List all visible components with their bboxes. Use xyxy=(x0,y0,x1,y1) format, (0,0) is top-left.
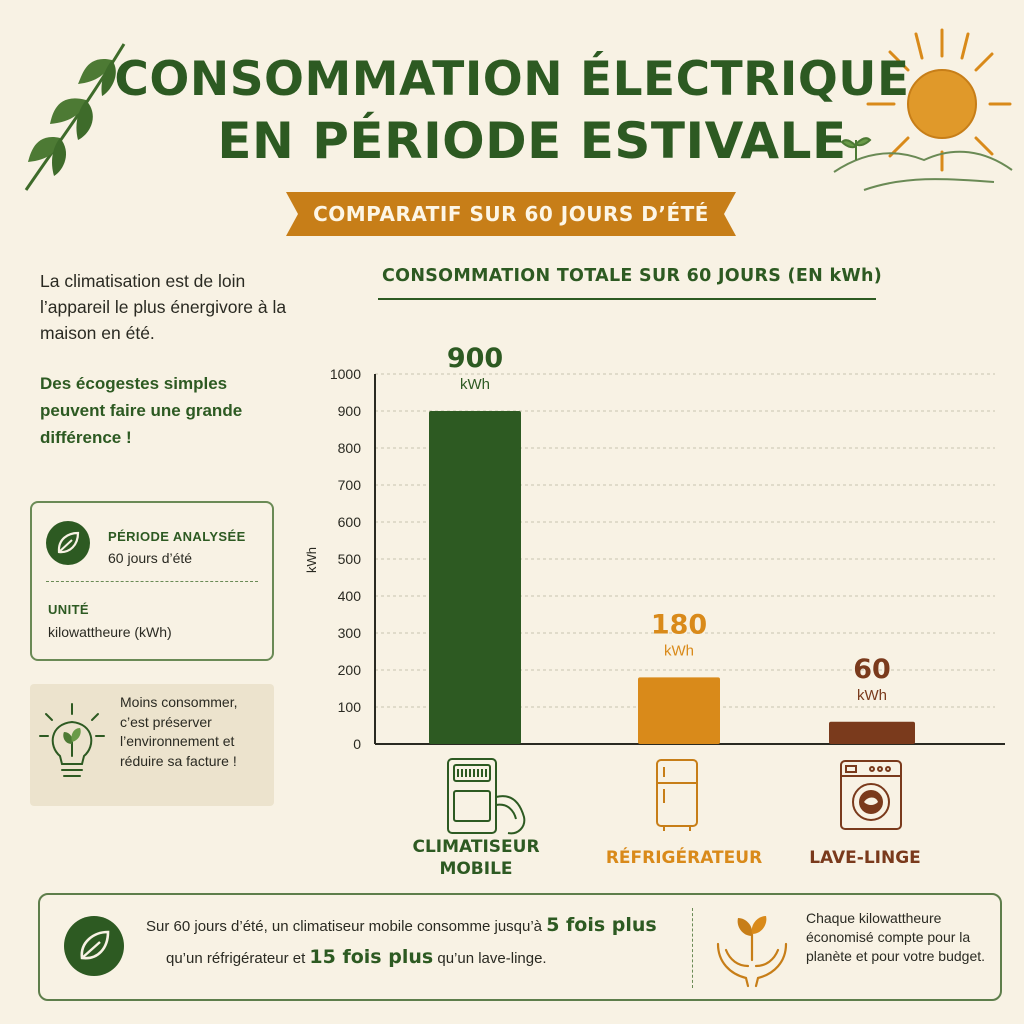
hands-plant-icon xyxy=(716,916,788,988)
period-value: 60 jours d’été xyxy=(108,550,193,566)
bar-unit-1: kWh xyxy=(664,642,694,659)
y-tick-label-7: 700 xyxy=(338,477,362,493)
sun-icon xyxy=(833,28,1013,191)
bar-unit-2: kWh xyxy=(857,687,887,704)
footer-line1: Sur 60 jours d’été, un climatiseur mobil… xyxy=(146,914,657,936)
leaf-branch-icon xyxy=(24,43,126,191)
bar-2 xyxy=(829,721,915,744)
footer-emphasis-1: 5 fois plus xyxy=(546,914,657,936)
bar-0 xyxy=(429,411,521,744)
y-tick-label-4: 400 xyxy=(338,588,362,604)
y-tick-label-5: 500 xyxy=(338,551,362,567)
bar-value-1: 180 xyxy=(651,609,707,640)
y-tick-label-2: 200 xyxy=(338,662,362,678)
chart-title: CONSOMMATION TOTALE SUR 60 JOURS (EN kWh… xyxy=(382,266,883,286)
lightbulb-icon xyxy=(39,703,105,777)
leaf-icon xyxy=(64,916,124,976)
bar-chart: 0 100 200 300 400 500 600 700 800 900 1000 kWh 900 kW… xyxy=(304,343,1005,752)
footer-card xyxy=(38,893,1002,1001)
unit-label: UNITÉ xyxy=(48,602,89,617)
bar-1 xyxy=(638,677,720,744)
chart-title-underline xyxy=(378,298,876,300)
highlight-text: Des écogestes simples peuvent faire une … xyxy=(40,374,243,447)
leaf-icon xyxy=(46,521,90,565)
bar-unit-0: kWh xyxy=(460,376,490,393)
washing-machine-icon xyxy=(840,760,902,830)
refrigerator-icon xyxy=(656,759,698,831)
footer-text-part2: qu’un réfrigérateur et xyxy=(166,950,306,967)
bar-value-2: 60 xyxy=(853,654,891,685)
category-label-0: CLIMATISEUR MOBILE xyxy=(412,837,540,879)
subtitle-banner: COMPARATIF SUR 60 JOURS D’ÉTÉ xyxy=(286,192,736,236)
bar-value-0: 900 xyxy=(447,343,503,374)
y-tick-label-1: 100 xyxy=(338,699,362,715)
subtitle: COMPARATIF SUR 60 JOURS D’ÉTÉ xyxy=(313,202,709,226)
tip-card xyxy=(30,684,274,806)
footer-text-part1: Sur 60 jours d’été, un climatiseur mobil… xyxy=(146,918,543,935)
intro-text: La climatisation est de loin l’appareil … xyxy=(40,271,287,343)
page-title-line2: EN PÉRIODE ESTIVALE xyxy=(217,112,847,170)
footer-right-text: Chaque kilowattheure économisé compte po… xyxy=(806,910,986,964)
unit-value: kilowattheure (kWh) xyxy=(48,624,172,640)
y-tick-label-8: 800 xyxy=(338,440,362,456)
air-conditioner-icon xyxy=(447,758,526,835)
footer-emphasis-2: 15 fois plus xyxy=(309,946,434,968)
info-card xyxy=(30,501,274,661)
page-title-line1: CONSOMMATION ÉLECTRIQUE xyxy=(114,52,910,107)
footer-divider xyxy=(692,908,693,988)
footer-line2: qu’un réfrigérateur et 15 fois plus qu’u… xyxy=(166,946,547,968)
category-label-1: RÉFRIGÉRATEUR xyxy=(605,848,763,868)
y-tick-label-0: 0 xyxy=(353,736,361,752)
y-tick-label-9: 900 xyxy=(338,403,362,419)
footer-text-part3: qu’un lave-linge. xyxy=(437,950,547,967)
y-tick-label-3: 300 xyxy=(338,625,362,641)
period-label: PÉRIODE ANALYSÉE xyxy=(108,529,246,544)
category-label-2: LAVE-LINGE xyxy=(809,848,921,868)
y-axis-label: kWh xyxy=(304,547,319,573)
tip-text: Moins consommer, c’est préserver l’envir… xyxy=(120,694,238,769)
y-tick-label-10: 1000 xyxy=(330,366,361,382)
y-tick-label-6: 600 xyxy=(338,514,362,530)
info-divider xyxy=(46,581,258,582)
